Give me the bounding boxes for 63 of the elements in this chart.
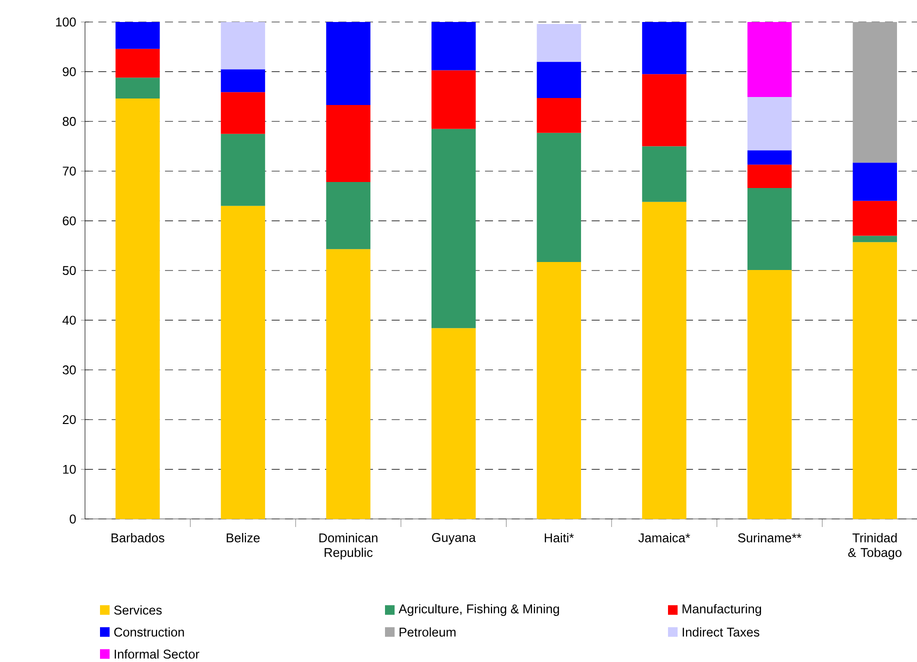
y-tick-label: 100 (56, 18, 76, 26)
y-tick-label: 50 (62, 266, 76, 275)
bar (220, 134, 266, 206)
bar (326, 182, 370, 250)
legend-label: Construction (114, 627, 184, 637)
y-tick-label: 90 (62, 67, 76, 76)
x-tick-label: Trinidad & Tobago (848, 533, 902, 560)
bar (747, 270, 792, 519)
bar (116, 48, 160, 78)
bar (642, 74, 686, 146)
y-tick-label: 10 (63, 464, 76, 474)
bar (220, 92, 266, 134)
bar (642, 146, 686, 202)
x-tick-label: Jamaica* (638, 533, 690, 542)
bar (642, 22, 686, 74)
legend-label: Petroleum (400, 627, 456, 637)
x-tick-label: Haiti* (544, 533, 574, 542)
legend-label: Indirect Taxes (682, 627, 760, 637)
bar (536, 132, 582, 262)
bar (852, 162, 897, 201)
bar (326, 105, 370, 182)
bar (326, 249, 370, 519)
legend-label: Agriculture, Fishing & Mining (398, 604, 559, 616)
bar (852, 22, 897, 163)
bar (116, 78, 160, 99)
bar (536, 262, 582, 519)
bar (852, 200, 897, 236)
y-tick-label: 0 (70, 514, 76, 524)
legend-label: Manufacturing (682, 604, 762, 616)
bar (116, 22, 160, 49)
x-tick-label: Suriname** (738, 533, 802, 542)
bar (536, 62, 582, 98)
bar (747, 164, 792, 188)
bar (747, 22, 792, 98)
bar (431, 128, 476, 328)
bar (326, 22, 370, 105)
bar (116, 98, 160, 519)
x-tick-label: Guyana (432, 533, 476, 545)
bar (642, 202, 686, 519)
y-tick-label: 70 (62, 166, 76, 176)
bar (747, 188, 792, 270)
bar (536, 24, 582, 62)
y-tick-label: 60 (62, 216, 76, 226)
x-tick-label: Belize (226, 533, 260, 542)
x-tick-label: Dominican Republic (319, 533, 378, 560)
y-tick-label: 80 (62, 116, 76, 126)
bar (852, 242, 897, 519)
y-tick-label: 30 (62, 365, 76, 374)
bar (220, 22, 266, 70)
legend-label: Informal Sector (114, 649, 200, 659)
legend-label: Services (114, 605, 162, 615)
y-tick-label: 40 (62, 316, 76, 325)
bar (431, 328, 476, 519)
bar (747, 97, 792, 150)
y-tick-label: 20 (62, 415, 76, 424)
bar (536, 98, 582, 133)
bar (747, 150, 792, 165)
x-tick-label: Barbados (112, 533, 164, 542)
bar (852, 236, 897, 242)
bar (431, 22, 476, 70)
bar (431, 70, 476, 129)
bar (220, 69, 266, 92)
bar (220, 206, 266, 519)
